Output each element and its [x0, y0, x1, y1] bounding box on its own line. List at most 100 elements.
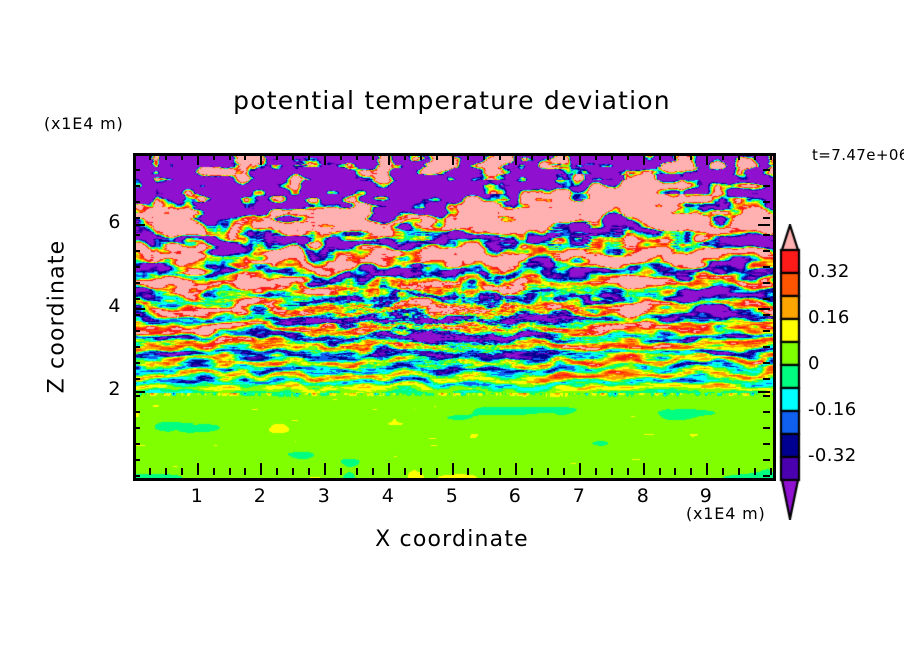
- y-minor-tick: [133, 411, 140, 413]
- y-major-tick: [133, 391, 145, 393]
- x-tick-label: 8: [636, 485, 650, 507]
- x-minor-tick: [372, 153, 374, 160]
- x-major-tick: [324, 463, 326, 475]
- y-minor-tick: [133, 153, 140, 155]
- x-tick-label: 9: [699, 485, 713, 507]
- x-minor-tick: [356, 468, 358, 475]
- contour-field: [136, 156, 773, 478]
- x-minor-tick: [770, 153, 772, 160]
- colorbar-tick-label: 0: [808, 353, 820, 374]
- y-minor-tick: [133, 266, 140, 268]
- y-minor-tick: [133, 475, 140, 477]
- y-tick-label: 2: [108, 378, 121, 400]
- x-minor-tick: [531, 153, 533, 160]
- y-minor-tick: [763, 346, 770, 348]
- x-tick-label: 5: [445, 485, 459, 507]
- x-tick-label: 6: [508, 485, 522, 507]
- y-minor-tick: [763, 362, 770, 364]
- x-major-tick: [643, 153, 645, 165]
- y-minor-tick: [763, 201, 770, 203]
- colorbar: [779, 224, 801, 520]
- y-minor-tick: [763, 395, 770, 397]
- x-major-tick: [579, 153, 581, 165]
- x-minor-tick: [436, 153, 438, 160]
- y-major-tick: [133, 308, 145, 310]
- x-minor-tick: [611, 153, 613, 160]
- x-minor-tick: [213, 468, 215, 475]
- x-major-tick: [579, 463, 581, 475]
- x-minor-tick: [149, 468, 151, 475]
- x-tick-label: 4: [381, 485, 395, 507]
- x-minor-tick: [276, 468, 278, 475]
- y-major-tick: [758, 391, 770, 393]
- y-minor-tick: [763, 153, 770, 155]
- x-minor-tick: [372, 468, 374, 475]
- y-minor-tick: [133, 217, 140, 219]
- colorbar-tick-label: -0.32: [808, 445, 857, 466]
- x-minor-tick: [436, 468, 438, 475]
- y-minor-tick: [763, 475, 770, 477]
- colorbar-swatches: [779, 224, 801, 520]
- y-minor-tick: [763, 266, 770, 268]
- y-minor-tick: [133, 395, 140, 397]
- y-minor-tick: [133, 282, 140, 284]
- x-minor-tick: [229, 153, 231, 160]
- x-minor-tick: [404, 153, 406, 160]
- y-major-tick: [758, 224, 770, 226]
- y-minor-tick: [763, 459, 770, 461]
- x-minor-tick: [659, 153, 661, 160]
- y-minor-tick: [763, 250, 770, 252]
- x-minor-tick: [181, 153, 183, 160]
- y-minor-tick: [763, 185, 770, 187]
- x-minor-tick: [754, 153, 756, 160]
- y-minor-tick: [763, 378, 770, 380]
- x-minor-tick: [531, 468, 533, 475]
- x-tick-label: 7: [572, 485, 586, 507]
- x-major-tick: [388, 153, 390, 165]
- y-minor-tick: [763, 169, 770, 171]
- x-minor-tick: [499, 153, 501, 160]
- x-minor-tick: [690, 153, 692, 160]
- x-minor-tick: [404, 468, 406, 475]
- x-minor-tick: [244, 153, 246, 160]
- x-tick-label: 1: [190, 485, 204, 507]
- y-minor-tick: [133, 362, 140, 364]
- y-minor-tick: [763, 330, 770, 332]
- y-minor-tick: [763, 427, 770, 429]
- y-axis-units-label: (x1E4 m): [44, 114, 124, 133]
- y-tick-label: 4: [108, 295, 121, 317]
- y-major-tick: [133, 224, 145, 226]
- y-minor-tick: [133, 459, 140, 461]
- y-minor-tick: [133, 298, 140, 300]
- x-minor-tick: [563, 468, 565, 475]
- x-minor-tick: [420, 468, 422, 475]
- x-minor-tick: [674, 153, 676, 160]
- x-minor-tick: [276, 153, 278, 160]
- x-minor-tick: [611, 468, 613, 475]
- x-major-tick: [324, 153, 326, 165]
- x-minor-tick: [292, 153, 294, 160]
- x-minor-tick: [165, 468, 167, 475]
- x-minor-tick: [738, 153, 740, 160]
- x-minor-tick: [244, 468, 246, 475]
- y-minor-tick: [133, 250, 140, 252]
- x-minor-tick: [659, 468, 661, 475]
- x-minor-tick: [738, 468, 740, 475]
- x-major-tick: [515, 153, 517, 165]
- y-minor-tick: [133, 330, 140, 332]
- y-minor-tick: [133, 201, 140, 203]
- x-major-tick: [643, 463, 645, 475]
- x-minor-tick: [133, 153, 135, 160]
- y-minor-tick: [763, 314, 770, 316]
- x-minor-tick: [149, 153, 151, 160]
- x-minor-tick: [754, 468, 756, 475]
- x-tick-label: 2: [253, 485, 267, 507]
- x-minor-tick: [547, 468, 549, 475]
- x-minor-tick: [340, 153, 342, 160]
- x-minor-tick: [133, 468, 135, 475]
- y-minor-tick: [133, 443, 140, 445]
- colorbar-tick-label: 0.32: [808, 261, 850, 282]
- y-minor-tick: [763, 298, 770, 300]
- y-minor-tick: [763, 217, 770, 219]
